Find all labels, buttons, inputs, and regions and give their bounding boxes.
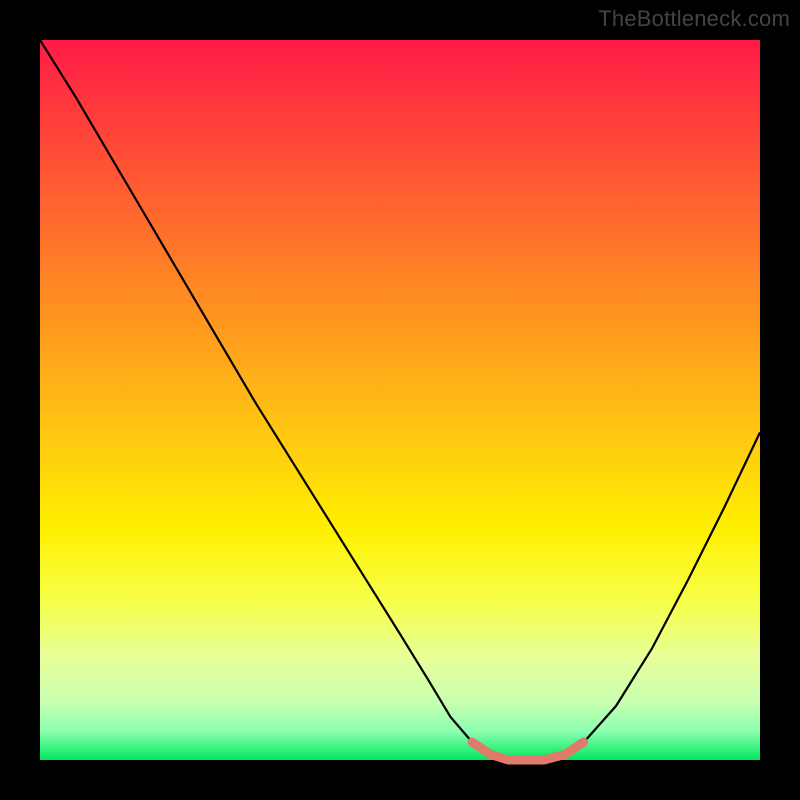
watermark-text: TheBottleneck.com	[598, 6, 790, 32]
plot-background	[40, 40, 760, 760]
chart-container: TheBottleneck.com	[0, 0, 800, 800]
bottleneck-curve-chart	[0, 0, 800, 800]
